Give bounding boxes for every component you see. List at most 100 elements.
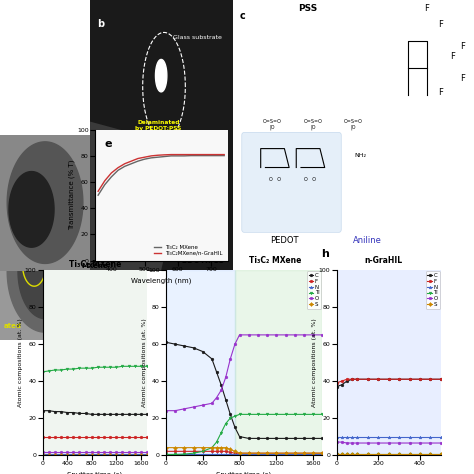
F — [172, 448, 178, 454]
O — [283, 332, 288, 337]
Text: n-GraHIL: n-GraHIL — [365, 256, 402, 265]
Ti — [334, 451, 339, 457]
Polygon shape — [90, 122, 190, 270]
Line: F: F — [164, 450, 324, 455]
Text: PEDOT: PEDOT — [270, 236, 299, 245]
O — [319, 332, 325, 337]
Ti — [218, 430, 224, 436]
N — [438, 434, 444, 439]
F — [218, 448, 224, 454]
O — [396, 440, 402, 446]
O — [264, 332, 270, 337]
Ti₃C₂ MXene — [148, 155, 154, 161]
Ti — [344, 451, 350, 457]
Ti — [191, 450, 196, 456]
Text: c: c — [239, 11, 245, 21]
Ti — [214, 439, 219, 445]
Text: O=S=O
|O: O=S=O |O — [263, 119, 282, 130]
O — [273, 332, 279, 337]
N — [355, 434, 360, 439]
S — [228, 447, 233, 452]
C — [172, 341, 178, 347]
Ti — [386, 451, 392, 457]
Text: PEDOT:PSS: PEDOT:PSS — [176, 256, 224, 265]
N — [228, 451, 233, 457]
Ti₃C₂ MXene — [182, 153, 187, 159]
S — [407, 451, 412, 457]
C — [214, 369, 219, 374]
Ti — [232, 413, 238, 419]
Ti₃C₂MXene/n-GraHIL — [182, 152, 187, 157]
Polygon shape — [7, 210, 83, 332]
Ti — [273, 411, 279, 417]
O — [214, 395, 219, 401]
N — [246, 451, 252, 457]
X-axis label: Sputter time (s): Sputter time (s) — [217, 472, 272, 474]
Polygon shape — [9, 172, 54, 247]
S — [255, 450, 261, 456]
Title: Ti₃C₂ MXene: Ti₃C₂ MXene — [69, 260, 121, 269]
N — [209, 451, 215, 457]
Ti — [246, 411, 252, 417]
Ti — [182, 451, 187, 457]
Ti₃C₂MXene/n-GraHIL — [215, 152, 220, 157]
Ti — [310, 411, 316, 417]
S — [182, 445, 187, 450]
N — [218, 451, 224, 457]
Text: NH₂: NH₂ — [354, 153, 366, 158]
Text: F: F — [438, 20, 443, 29]
C — [237, 434, 242, 439]
N — [365, 434, 371, 439]
Text: PSS: PSS — [299, 4, 318, 13]
Ti₃C₂ MXene — [142, 156, 147, 162]
F — [349, 376, 355, 382]
S — [172, 445, 178, 450]
Text: Delaminated
by PEDOT:PSS: Delaminated by PEDOT:PSS — [135, 120, 182, 131]
O — [407, 440, 412, 446]
Ti₃C₂ MXene — [102, 182, 108, 188]
S — [292, 450, 298, 456]
Y-axis label: Atomic compositions (at. %): Atomic compositions (at. %) — [142, 318, 146, 407]
N — [283, 451, 288, 457]
Line: C: C — [164, 341, 324, 440]
N — [172, 451, 178, 457]
Ti₃C₂MXene/n-GraHIL — [109, 170, 114, 176]
Legend: Ti₃C₂ MXene, Ti₃C₂MXene/n-GraHIL: Ti₃C₂ MXene, Ti₃C₂MXene/n-GraHIL — [152, 242, 225, 258]
Polygon shape — [7, 142, 83, 264]
O — [246, 332, 252, 337]
X-axis label: Wavelength (nm): Wavelength (nm) — [131, 277, 191, 284]
O — [172, 408, 178, 413]
Ti₃C₂ MXene — [109, 174, 114, 180]
O — [237, 332, 242, 337]
Y-axis label: Atomic compositions (at. %): Atomic compositions (at. %) — [18, 318, 23, 407]
Line: O: O — [335, 441, 442, 445]
C — [283, 436, 288, 441]
C — [375, 376, 381, 382]
C — [232, 425, 238, 430]
Text: Ti₃C₂ MXene: Ti₃C₂ MXene — [249, 256, 301, 265]
Legend: C, F, N, Ti, O, S: C, F, N, Ti, O, S — [426, 271, 440, 309]
Y-axis label: Atomic compositions (at. %): Atomic compositions (at. %) — [312, 318, 317, 407]
S — [349, 451, 355, 457]
S — [273, 450, 279, 456]
Ti — [237, 411, 242, 417]
F — [209, 448, 215, 454]
C — [264, 436, 270, 441]
Ti₃C₂ MXene — [162, 154, 167, 159]
N — [264, 451, 270, 457]
C — [223, 397, 228, 402]
S — [218, 445, 224, 450]
Ti — [223, 421, 228, 427]
Ti — [396, 451, 402, 457]
Line: Ti₃C₂MXene/n-GraHIL: Ti₃C₂MXene/n-GraHIL — [98, 155, 224, 191]
Ti₃C₂ MXene — [115, 167, 121, 173]
F — [200, 448, 206, 454]
F — [438, 376, 444, 382]
Bar — [166, 270, 235, 455]
Ti₃C₂MXene/n-GraHIL — [168, 152, 174, 157]
C — [417, 376, 423, 382]
O — [218, 388, 224, 393]
N — [232, 451, 238, 457]
Text: Ti₃C₂ layer: Ti₃C₂ layer — [101, 185, 134, 190]
S — [163, 445, 169, 450]
